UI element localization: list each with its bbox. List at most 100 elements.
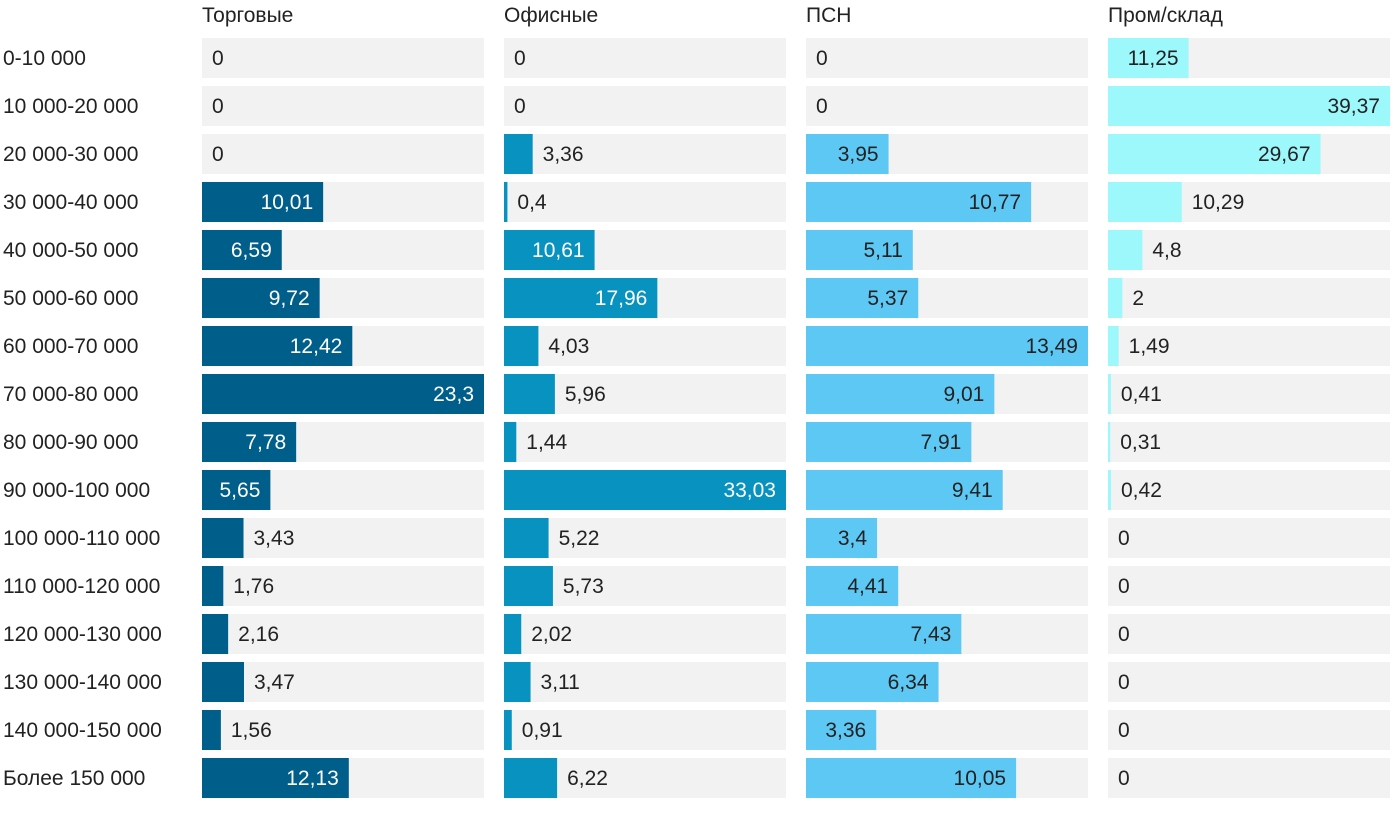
bar — [806, 518, 878, 558]
data-label: 0 — [1118, 767, 1130, 790]
bar — [806, 566, 899, 606]
bar-track — [504, 710, 786, 750]
category-label: 30 000-40 000 — [3, 191, 138, 214]
bar — [806, 374, 995, 414]
bar-track — [1108, 278, 1390, 318]
bar — [504, 326, 539, 366]
data-label: 11,25 — [1128, 47, 1179, 70]
category-label: 140 000-150 000 — [3, 719, 162, 742]
data-label: 3,11 — [541, 671, 580, 694]
bar-track — [504, 86, 786, 126]
data-label: 5,22 — [559, 527, 600, 550]
bar — [202, 470, 271, 510]
data-label: 5,37 — [867, 287, 908, 310]
data-label: 0,31 — [1120, 431, 1161, 454]
bar-track — [202, 134, 484, 174]
category-label: 50 000-60 000 — [3, 287, 138, 310]
bar — [504, 710, 512, 750]
bar — [202, 518, 244, 558]
data-label: 3,4 — [838, 527, 868, 550]
bar-track — [806, 86, 1088, 126]
data-label: 1,56 — [231, 719, 272, 742]
data-label: 10,61 — [532, 239, 585, 262]
bar-track — [1108, 614, 1390, 654]
data-label: 4,41 — [847, 575, 888, 598]
data-label: 5,11 — [863, 239, 902, 262]
category-label: 10 000-20 000 — [3, 95, 138, 118]
bar-track — [202, 710, 484, 750]
data-label: 0 — [212, 47, 224, 70]
bar — [504, 662, 531, 702]
bar — [504, 182, 508, 222]
bar — [504, 374, 555, 414]
data-label: 17,96 — [595, 287, 648, 310]
bar — [806, 182, 1032, 222]
bar-track — [1108, 518, 1390, 558]
bar-track — [1108, 326, 1390, 366]
data-label: 2,02 — [531, 623, 572, 646]
bar — [1108, 230, 1143, 270]
data-label: 0 — [212, 143, 224, 166]
data-label: 10,77 — [969, 191, 1022, 214]
bar-track — [806, 38, 1088, 78]
bar-track — [1108, 374, 1390, 414]
data-label: 0 — [1118, 527, 1130, 550]
data-label: 1,76 — [233, 575, 274, 598]
data-label: 1,44 — [526, 431, 567, 454]
panel-title: Пром/склад — [1108, 4, 1223, 27]
bar — [202, 278, 320, 318]
data-label: 7,43 — [910, 623, 951, 646]
data-label: 23,3 — [433, 383, 474, 406]
bar — [1108, 326, 1119, 366]
bar-track — [504, 518, 786, 558]
data-label: 0 — [1118, 623, 1130, 646]
data-label: 10,05 — [954, 767, 1007, 790]
data-label: 7,91 — [920, 431, 961, 454]
bar — [504, 134, 533, 174]
bar-track — [1108, 662, 1390, 702]
category-label: 0-10 000 — [3, 47, 86, 70]
data-label: 0 — [1118, 719, 1130, 742]
data-label: 4,8 — [1152, 239, 1181, 262]
bar — [504, 230, 595, 270]
category-label: 40 000-50 000 — [3, 239, 138, 262]
data-label: 3,95 — [838, 143, 879, 166]
data-label: 5,96 — [565, 383, 606, 406]
bar-track — [202, 566, 484, 606]
data-label: 33,03 — [723, 479, 776, 502]
bar — [504, 566, 553, 606]
bar-track — [202, 38, 484, 78]
category-label: 60 000-70 000 — [3, 335, 138, 358]
bar — [1108, 86, 1390, 126]
category-label: 90 000-100 000 — [3, 479, 150, 502]
data-label: 1,49 — [1129, 335, 1170, 358]
bar — [1108, 134, 1321, 174]
bar — [1108, 422, 1111, 462]
data-label: 0 — [514, 47, 526, 70]
bar-track — [1108, 470, 1390, 510]
data-label: 0,41 — [1121, 383, 1162, 406]
data-label: 29,67 — [1258, 143, 1311, 166]
data-label: 5,65 — [220, 479, 261, 502]
data-label: 3,36 — [825, 719, 866, 742]
bar — [202, 566, 224, 606]
data-label: 0 — [1118, 671, 1130, 694]
bar — [504, 758, 558, 798]
bar-track — [504, 614, 786, 654]
bar — [202, 614, 229, 654]
bar — [202, 374, 484, 414]
category-label: 80 000-90 000 — [3, 431, 138, 454]
data-label: 0 — [816, 47, 828, 70]
bar-track — [202, 518, 484, 558]
bar-track — [504, 182, 786, 222]
panel-title: Торговые — [202, 4, 293, 27]
bar-track — [504, 326, 786, 366]
data-label: 6,34 — [888, 671, 929, 694]
data-label: 39,37 — [1327, 95, 1380, 118]
data-label: 4,03 — [548, 335, 589, 358]
bar — [202, 662, 244, 702]
data-label: 2,16 — [238, 623, 279, 646]
bar — [504, 278, 658, 318]
bar-track — [202, 614, 484, 654]
bar-track — [1108, 758, 1390, 798]
